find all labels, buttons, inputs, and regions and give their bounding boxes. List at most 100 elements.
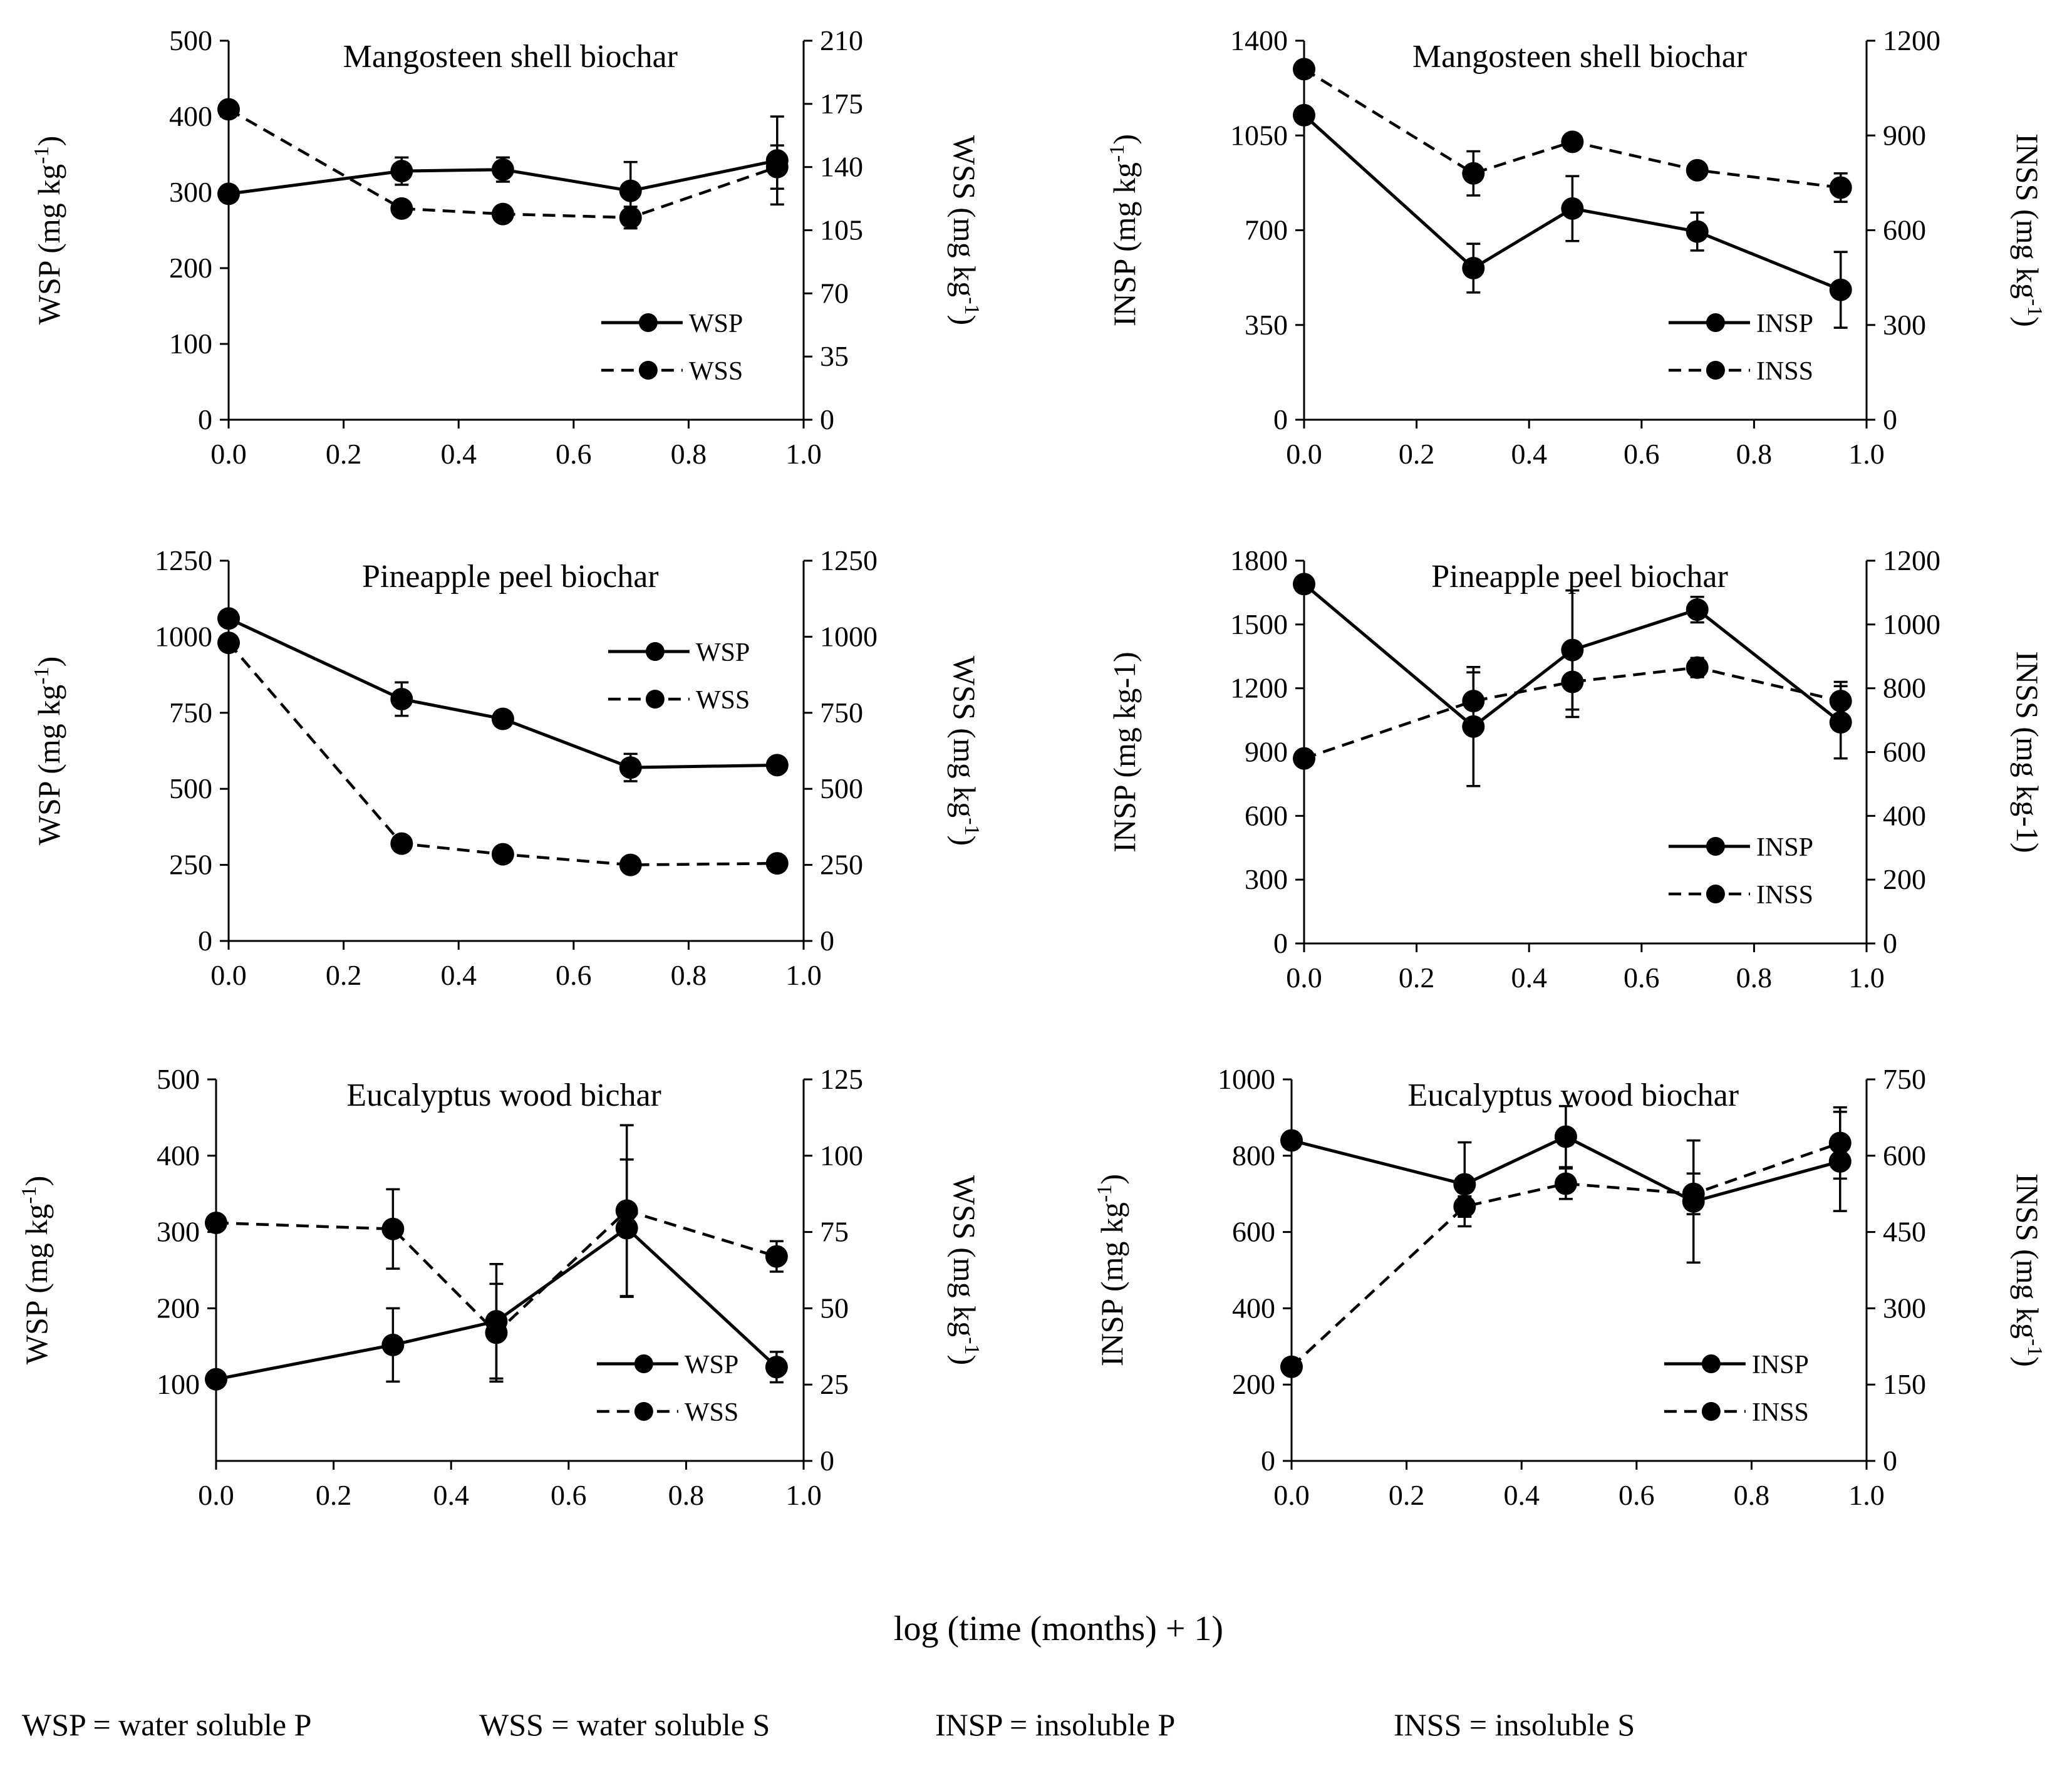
- y-right-tick-label: 0: [820, 1445, 834, 1477]
- y-right-tick-label: 1250: [820, 544, 878, 576]
- y-left-tick-label: 400: [169, 100, 212, 132]
- data-point-wss: [491, 843, 514, 866]
- data-point-inss: [1829, 176, 1852, 199]
- y-axis-right-label: INSS (mg kg-1): [2010, 1173, 2047, 1367]
- footnotes: WSP = water soluble P WSS = water solubl…: [22, 1707, 1635, 1742]
- y-left-tick-label: 200: [1232, 1368, 1275, 1400]
- data-point-inss: [1554, 1172, 1577, 1195]
- y-right-tick-label: 300: [1883, 309, 1926, 341]
- y-axis-right-label: INSS (mg kg-1): [2010, 133, 2047, 327]
- y-right-tick-label: 0: [1883, 927, 1897, 959]
- legend-label-wsp: WSP: [685, 1351, 738, 1379]
- y-left-tick-label: 0: [1261, 1445, 1275, 1477]
- panel-title: Eucalyptus wood bichar: [346, 1078, 661, 1113]
- data-point-wsp: [619, 756, 642, 779]
- x-tick-label: 0.8: [1736, 438, 1773, 470]
- chart-panel-3: 0.0 0.2 0.4 0.6 0.8 1.00250500750100012500250…: [30, 544, 984, 991]
- y-left-tick-label: 0: [198, 403, 212, 435]
- data-point-wss: [390, 832, 413, 855]
- y-left-tick-label: 1500: [1230, 608, 1288, 640]
- legend-marker-inss: [1706, 361, 1725, 380]
- panel-title: Mangosteen shell biochar: [1412, 39, 1747, 75]
- y-right-tick-label: 70: [820, 277, 849, 309]
- data-point-wss: [381, 1217, 405, 1240]
- y-right-tick-label: 140: [820, 151, 863, 183]
- legend-marker-wsp: [645, 642, 665, 661]
- legend-marker-wss: [638, 361, 658, 380]
- x-tick-label: 1.0: [785, 1479, 822, 1511]
- y-left-tick-label: 300: [1245, 863, 1288, 895]
- y-axis-left-label: WSP (mg kg-1): [18, 1176, 54, 1364]
- y-left-tick-label: 200: [169, 252, 212, 284]
- chart-panel-6: 0.0 0.2 0.4 0.6 0.8 1.00200400600800100001503…: [1093, 1063, 2047, 1511]
- y-left-tick-label: 600: [1245, 799, 1288, 831]
- y-right-tick-label: 200: [1883, 863, 1926, 895]
- chart-panel-2: 0.0 0.2 0.4 0.6 0.8 1.00350700105014000300600…: [1106, 24, 2047, 470]
- y-right-tick-label: 0: [1883, 403, 1897, 435]
- footnote-insp: INSP = insoluble P: [935, 1707, 1175, 1742]
- x-tick-label: 0.4: [1503, 1479, 1540, 1511]
- legend-marker-wss: [645, 690, 665, 709]
- y-right-tick-label: 1200: [1883, 24, 1940, 56]
- x-tick-label: 1.0: [785, 438, 822, 470]
- x-tick-label: 0.0: [210, 959, 247, 991]
- legend-marker-insp: [1706, 837, 1725, 856]
- legend-marker-wsp: [638, 313, 658, 332]
- data-point-insp: [1293, 573, 1315, 596]
- y-right-tick-label: 800: [1883, 672, 1926, 704]
- y-right-tick-label: 35: [820, 340, 849, 372]
- y-right-tick-label: 210: [820, 24, 863, 56]
- data-point-inss: [1293, 58, 1315, 81]
- x-tick-label: 0.2: [1399, 962, 1435, 994]
- y-right-tick-label: 0: [820, 403, 834, 435]
- data-point-wsp: [491, 707, 514, 730]
- data-point-wss: [765, 155, 789, 179]
- y-right-tick-label: 50: [820, 1292, 849, 1324]
- y-left-tick-label: 250: [169, 849, 212, 881]
- y-left-tick-label: 1250: [155, 544, 212, 576]
- data-point-wss: [619, 853, 642, 876]
- legend-label-wsp: WSP: [696, 638, 750, 667]
- y-right-tick-label: 0: [1883, 1445, 1897, 1477]
- y-left-tick-label: 800: [1232, 1140, 1275, 1171]
- data-point-inss: [1686, 656, 1709, 679]
- data-point-inss: [1280, 1355, 1303, 1378]
- data-point-wss: [491, 202, 514, 226]
- panel-title: Eucalyptus wood biochar: [1408, 1078, 1739, 1113]
- legend-marker-insp: [1701, 1354, 1721, 1373]
- y-left-tick-label: 200: [157, 1292, 200, 1324]
- y-left-tick-label: 900: [1245, 736, 1288, 768]
- y-axis-left-label: WSP (mg kg-1): [30, 136, 67, 325]
- x-tick-label: 0.4: [1511, 438, 1547, 470]
- x-tick-label: 0.2: [1389, 1479, 1425, 1511]
- y-left-tick-label: 1050: [1230, 119, 1288, 151]
- y-left-tick-label: 100: [157, 1368, 200, 1400]
- y-right-tick-label: 150: [1883, 1368, 1926, 1400]
- x-axis-main-label: log (time (months) + 1): [894, 1609, 1223, 1648]
- legend-marker-inss: [1706, 885, 1725, 903]
- y-left-tick-label: 300: [157, 1216, 200, 1248]
- x-tick-label: 1.0: [1848, 962, 1885, 994]
- data-point-wsp: [765, 1356, 788, 1379]
- data-point-insp: [1293, 103, 1315, 127]
- data-point-insp: [1554, 1125, 1577, 1148]
- y-right-tick-label: 450: [1883, 1216, 1926, 1248]
- series-line-wsp: [227, 616, 777, 769]
- y-right-tick-label: 400: [1883, 799, 1926, 831]
- data-point-wss: [205, 1211, 227, 1234]
- x-tick-label: 1.0: [785, 959, 822, 991]
- data-point-inss: [1453, 1195, 1476, 1218]
- x-tick-label: 0.8: [671, 959, 707, 991]
- x-tick-label: 0.0: [1273, 1479, 1310, 1511]
- data-point-inss: [1462, 690, 1485, 713]
- y-left-tick-label: 750: [169, 697, 212, 729]
- x-tick-label: 0.2: [326, 959, 362, 991]
- data-point-insp: [1829, 710, 1852, 734]
- y-right-tick-label: 75: [820, 1216, 849, 1248]
- x-tick-label: 0.6: [551, 1479, 587, 1511]
- legend-label-wss: WSS: [696, 686, 750, 715]
- y-right-tick-label: 0: [820, 925, 834, 957]
- data-point-wss: [765, 852, 789, 875]
- data-point-wss: [619, 206, 642, 229]
- legend-label-inss: INSS: [1756, 881, 1813, 910]
